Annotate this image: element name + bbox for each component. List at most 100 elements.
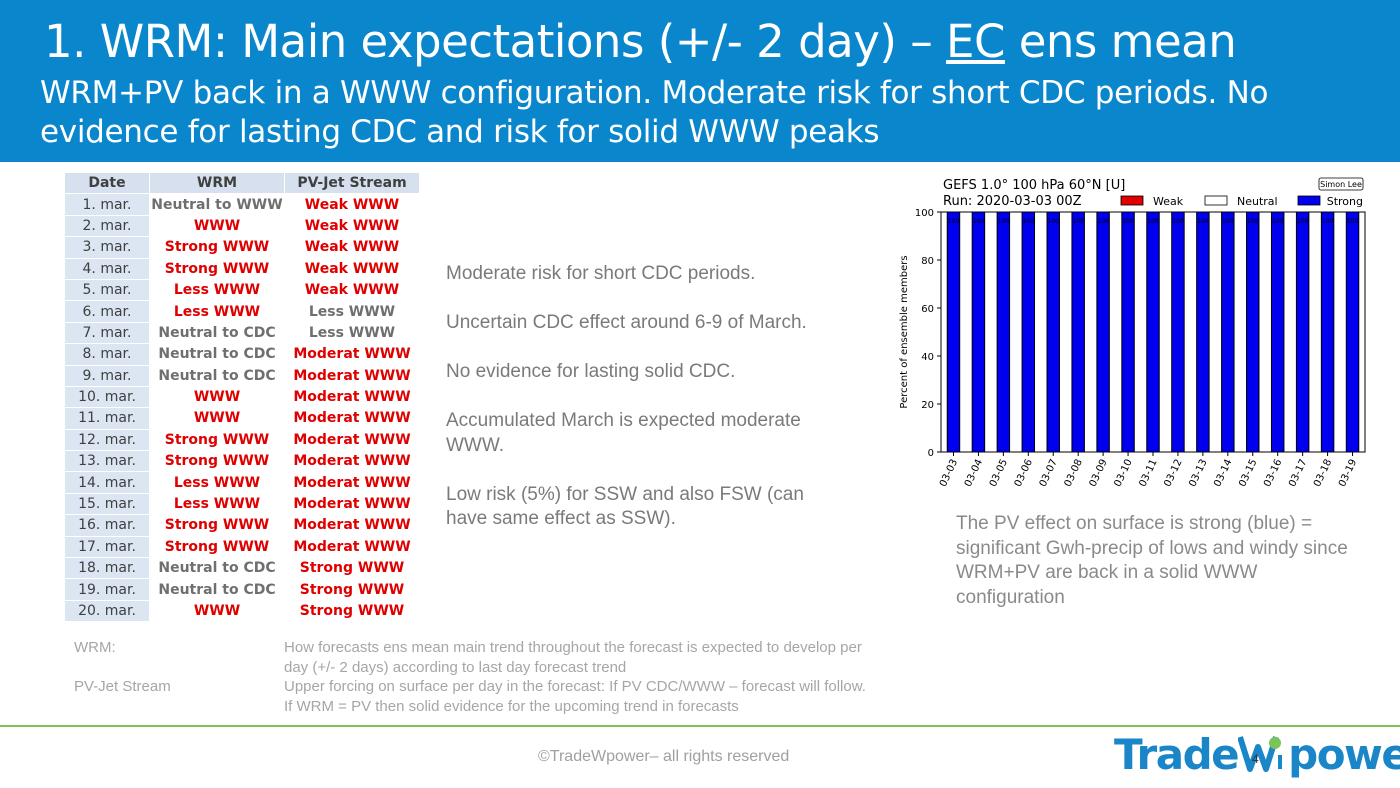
table-row: 2. mar. WWW Weak WWW: [64, 214, 420, 238]
wrm-cell: Strong WWW: [149, 257, 285, 280]
pv-cell: Strong WWW: [284, 557, 420, 580]
table-row: 5. mar. Less WWW Weak WWW: [64, 278, 420, 302]
page-subtitle: WRM+PV back in a WWW configuration. Mode…: [40, 75, 1269, 150]
bar-data-label: 100: [948, 218, 960, 225]
wrm-cell: Neutral to CDC: [149, 321, 285, 345]
date-cell: 11. mar.: [64, 407, 150, 430]
logo-w-icon: [1237, 733, 1288, 773]
bar-strong: [1171, 211, 1185, 453]
table-row: 20. mar. WWW Strong WWW: [64, 599, 420, 623]
bar-data-label: 100: [1197, 218, 1209, 225]
bar-strong: [1221, 211, 1235, 453]
x-tick-label: 03-18: [1312, 458, 1334, 489]
note-text-wrm: How forecasts ens mean main trend throug…: [284, 639, 862, 676]
chart-title: GEFS 1.0° 100 hPa 60°N [U]: [943, 178, 1125, 193]
x-tick-label: 03-04: [963, 458, 985, 489]
bar-data-label: 100: [973, 218, 985, 225]
bar-strong: [971, 211, 986, 453]
bar-data-label: 100: [1247, 218, 1259, 225]
bar-strong: [1121, 211, 1135, 453]
x-tick-label: 03-09: [1088, 458, 1110, 489]
y-tick-label: 80: [921, 256, 934, 267]
legend-swatch-strong: [1297, 195, 1321, 206]
wrm-cell: Strong WWW: [149, 514, 285, 537]
date-cell: 18. mar.: [64, 557, 150, 580]
y-axis-label: Percent of ensemble members: [899, 255, 910, 408]
pv-cell: Less WWW: [284, 321, 420, 345]
x-tick-label: 03-05: [988, 458, 1010, 489]
bar-data-label: 100: [1147, 218, 1159, 225]
table-row: 13. mar. Strong WWW Moderat WWW: [64, 450, 420, 473]
col-header-pv: PV-Jet Stream: [284, 171, 420, 195]
x-tick-label: 03-14: [1212, 458, 1234, 489]
page-number: 4: [1252, 752, 1259, 766]
note-label-pv: PV-Jet Stream: [74, 678, 171, 695]
expectations-text: Moderate risk for short CDC periods. Unc…: [446, 262, 846, 556]
bar-data-label: 100: [1272, 218, 1284, 225]
note-label-wrm: WRM:: [74, 639, 116, 656]
date-cell: 3. mar.: [64, 236, 150, 259]
header-banner: 1. WRM: Main expectations (+/- 2 day) – …: [0, 0, 1400, 162]
tradewpower-logo: Trade power: [1114, 730, 1400, 779]
bar-strong: [1146, 211, 1160, 453]
pv-cell: Moderat WWW: [284, 407, 420, 430]
chart-badge-box: [1318, 177, 1364, 191]
wrm-cell: Less WWW: [149, 278, 285, 302]
pv-strength-chart: GEFS 1.0° 100 hPa 60°N [U] Run: 2020-03-0…: [895, 174, 1375, 504]
col-header-date: Date: [64, 171, 150, 195]
chart-run-label: Run: 2020-03-03 00Z: [943, 194, 1082, 209]
pv-cell: Weak WWW: [284, 278, 420, 302]
wrm-cell: Less WWW: [149, 492, 285, 516]
wrm-cell: Less WWW: [149, 471, 285, 494]
pv-cell: Moderat WWW: [284, 471, 420, 494]
forecast-table: Date WRM PV-Jet Stream 1. mar. Neutral to…: [64, 171, 420, 623]
date-cell: 6. mar.: [64, 300, 150, 323]
wrm-cell: Strong WWW: [149, 450, 285, 473]
bar-data-label: 100: [1097, 218, 1109, 225]
date-cell: 9. mar.: [64, 364, 150, 387]
bar-strong: [1046, 211, 1060, 453]
bar-data-label: 100: [1322, 218, 1334, 225]
x-tick-label: 03-13: [1187, 458, 1209, 489]
wrm-cell: Neutral to WWW: [149, 193, 285, 216]
expectation-line: Uncertain CDC effect around 6-9 of March…: [446, 312, 807, 333]
plot-frame: [940, 211, 1366, 453]
table-row: 3. mar. Strong WWW Weak WWW: [64, 236, 420, 259]
table-row: 16. mar. Strong WWW Moderat WWW: [64, 514, 420, 537]
pv-cell: Moderat WWW: [284, 343, 420, 366]
page-title: 1. WRM: Main expectations (+/- 2 day) – …: [44, 14, 1237, 70]
title-ec-link: EC: [946, 15, 1005, 68]
table-row: 6. mar. Less WWW Less WWW: [64, 300, 420, 323]
logo-text-left: Trade: [1114, 730, 1240, 779]
wrm-cell: Neutral to CDC: [149, 557, 285, 580]
x-tick-label: 03-03: [938, 458, 960, 489]
bar-data-label: 100: [998, 218, 1010, 225]
x-tick-label: 03-06: [1013, 458, 1035, 489]
chart-badge: Simon Lee: [1320, 180, 1362, 189]
pv-cell: Strong WWW: [284, 578, 420, 601]
wrm-cell: Neutral to CDC: [149, 578, 285, 601]
footer-divider: [0, 725, 1400, 727]
bar-strong: [1345, 211, 1360, 453]
date-cell: 12. mar.: [64, 428, 150, 452]
table-header-row: Date WRM PV-Jet Stream: [64, 171, 420, 195]
legend-label-neutral: Neutral: [1237, 195, 1278, 208]
table-row: 4. mar. Strong WWW Weak WWW: [64, 257, 420, 280]
bar-data-label: 100: [1072, 218, 1084, 225]
note-text-pv: Upper forcing on surface per day in the …: [284, 678, 866, 715]
x-tick-label: 03-08: [1063, 458, 1085, 489]
pv-cell: Moderat WWW: [284, 364, 420, 387]
wrm-cell: Neutral to CDC: [149, 343, 285, 366]
expectation-line: No evidence for lasting solid CDC.: [446, 361, 736, 382]
pv-cell: Weak WWW: [284, 193, 420, 216]
pv-cell: Moderat WWW: [284, 514, 420, 537]
x-tick-label: 03-11: [1137, 458, 1159, 489]
table-row: 19. mar. Neutral to CDC Strong WWW: [64, 578, 420, 601]
logo-text-right: power: [1288, 730, 1400, 779]
bar-data-label: 100: [1222, 218, 1234, 225]
table-row: 10. mar. WWW Moderat WWW: [64, 385, 420, 409]
y-tick-label: 20: [921, 400, 934, 411]
col-header-wrm: WRM: [149, 171, 285, 195]
bar-strong: [1096, 211, 1110, 453]
x-tick-label: 03-15: [1237, 458, 1259, 489]
